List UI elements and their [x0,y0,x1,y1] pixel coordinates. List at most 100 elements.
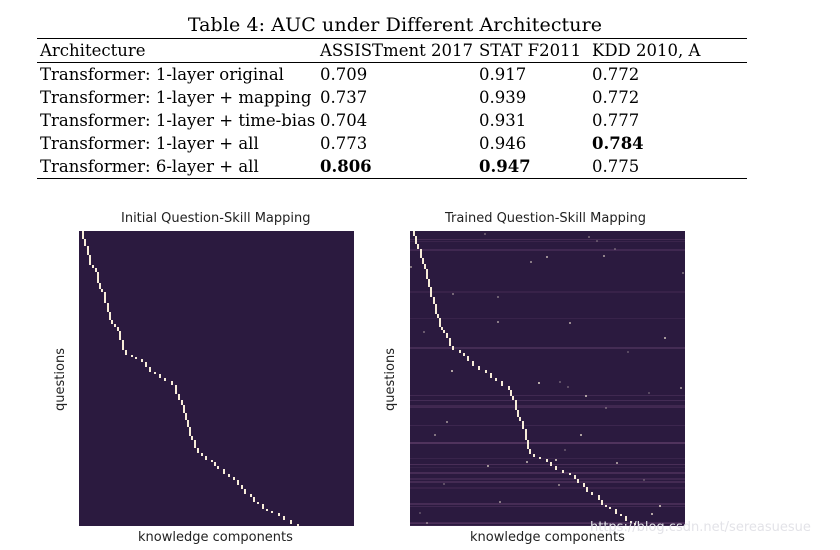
heatmap-cell [459,350,461,353]
heatmap-background [410,231,685,526]
heatmap-noise-band [410,395,685,396]
heatmap-graphic [410,231,685,526]
heatmap-cell [422,258,424,264]
heatmap-noise-band [410,442,685,444]
heatmap-cell [290,520,292,524]
heatmap-cell [109,312,111,320]
architecture-name-cell: Transformer: 1-layer + time-bias [40,111,316,130]
heatmap-cell [426,522,428,524]
heatmap-graphic [79,231,354,526]
heatmap-cell [510,390,512,396]
heatmap-cell [490,373,492,378]
heatmap-cell [189,427,191,436]
auc-value-cell: 0.709 [320,65,368,84]
table-row: Transformer: 1-layer + all 0.773 0.946 0.78… [37,132,747,155]
table-header-row: Architecture ASSISTment 2017 STAT F2011 … [37,38,747,63]
heatmap-noise-band [410,464,685,465]
heatmap-cell [682,272,684,274]
auc-value-cell: 0.773 [320,134,368,153]
heatmap-cell [197,448,199,453]
heatmap-cell [485,370,487,373]
auc-table: Architecture ASSISTment 2017 STAT F2011 … [37,38,747,179]
heatmap-cell [417,244,419,249]
heatmap-cell [111,320,113,324]
heatmap-cell [426,269,428,279]
heatmap-noise-band [410,407,685,408]
heatmap-cell [615,509,617,514]
heatmap-cell [97,272,99,283]
heatmap-cell [527,440,529,449]
heatmap-cell [664,337,666,339]
heatmap-cell [569,322,571,324]
heatmap-cell [99,283,101,289]
heatmap-noise-band [410,481,685,483]
table-row: Transformer: 1-layer + mapping 0.737 0.939… [37,86,747,109]
heatmap-cell [588,236,590,238]
heatmap-cell [217,466,219,469]
heatmap-cell [228,474,230,477]
heatmap-cell [244,489,246,494]
heatmap-cell [627,351,629,353]
heatmap-cell [125,350,127,355]
heatmap-cell [601,500,603,505]
heatmap-cell [559,381,561,383]
heatmap-noise-band [410,241,685,242]
heatmap-noise-band [410,318,685,319]
heatmap-noise-band [410,487,685,489]
auc-value-cell: 0.939 [479,88,527,107]
auc-value-cell: 0.737 [320,88,368,107]
architecture-name-cell: Transformer: 1-layer original [40,65,284,84]
heatmap-cell [410,266,412,268]
heatmap-cell [443,330,445,333]
heatmap-cell [181,400,183,405]
heatmap-noise-band [410,458,685,459]
heatmap-cell [164,378,166,381]
heatmap-noise-band [410,525,685,526]
heatmap-cell [463,353,465,356]
heatmap-cell [437,314,439,318]
auc-value-cell: 0.917 [479,65,527,84]
heatmap-cell [104,292,106,303]
heatmap-cell [651,513,653,515]
heatmap-cell [415,236,417,244]
watermark-text: https://blog.csdn.net/sereasuesue [590,520,811,535]
heatmap-noise-band [410,442,685,444]
heatmap-cell [497,321,499,323]
heatmap-noise-band [410,400,685,401]
heatmap-cell [211,460,213,462]
heatmap-cell [185,413,187,420]
heatmap-cell [630,521,632,523]
heatmap-cell [515,400,517,410]
table-row: Transformer: 1-layer original 0.709 0.917 0… [37,63,747,87]
heatmap-cell [433,297,435,304]
heatmap-cell [223,469,225,474]
heatmap-cell [95,268,97,272]
auc-value-cell: 0.772 [592,88,640,107]
heatmap-cell [569,473,571,475]
heatmap-cell [452,346,454,350]
heatmap-noise-band [410,523,685,524]
heatmap-cell [278,513,280,516]
heatmap-cell [135,357,137,359]
auc-value-cell: 0.772 [592,65,640,84]
heatmap-cell [423,331,425,333]
heatmap-cell [253,497,255,502]
heatmap-cell [472,361,474,366]
heatmap-cell [237,480,239,485]
heatmap-cell [605,505,607,507]
heatmap-cell [449,338,451,346]
heatmap-cell [659,505,661,507]
heatmap-cell [558,484,560,486]
heatmap-cell [546,256,548,258]
heatmap-cell [233,477,235,480]
heatmap-cell [191,436,193,440]
heatmap-noise-band [410,522,685,524]
heatmap-cell [530,261,532,263]
heatmap-cell [603,255,605,257]
heatmap-cell [609,507,611,509]
figure-title-trained: Trained Question-Skill Mapping [445,211,646,226]
heatmap-cell [484,233,486,235]
heatmap-cell [420,249,422,258]
heatmap-cell [87,246,89,255]
auc-value-cell: 0.931 [479,111,527,130]
